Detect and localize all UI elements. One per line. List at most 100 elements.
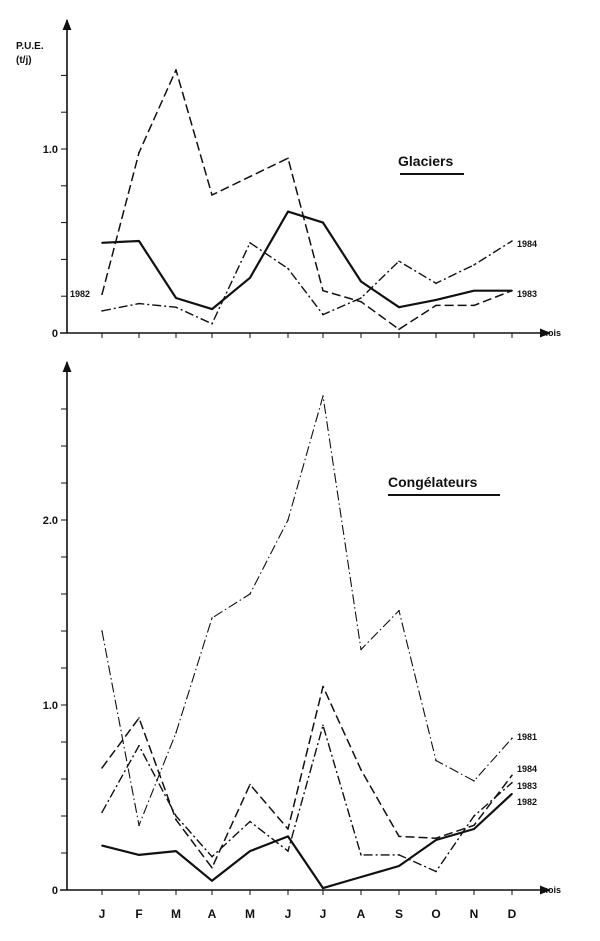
x-tick-label-11: D (508, 907, 517, 921)
bottom-point-1981 (435, 759, 437, 762)
top-series-1982 (101, 69, 513, 331)
bottom-point-1981 (360, 648, 362, 651)
bottom-point-1981 (287, 519, 289, 521)
bottom-point-1984 (322, 685, 324, 688)
top-y-tick-label: 1.0 (43, 144, 58, 156)
top-point-1984 (249, 242, 251, 244)
top-series-1983 (101, 210, 512, 311)
top-point-1983 (322, 221, 324, 224)
top-series-1984 (101, 240, 513, 325)
bottom-point-1982 (398, 865, 400, 867)
top-point-1984 (175, 306, 177, 309)
top-point-1983 (138, 240, 140, 242)
top-point-1982 (211, 194, 213, 196)
bottom-series-label-1982: 1982 (517, 797, 537, 807)
bottom-point-1981 (322, 395, 324, 397)
x-tick-label-5: J (285, 907, 292, 921)
top-point-1984 (322, 313, 324, 316)
bottom-point-1984 (511, 774, 513, 777)
bottom-point-1983 (511, 781, 513, 784)
bottom-point-1982 (101, 844, 103, 847)
bottom-point-1984 (398, 835, 400, 838)
bottom-series-1984 (101, 685, 513, 869)
top-point-1982 (322, 289, 324, 292)
bottom-series-1981 (101, 395, 513, 826)
top-point-1984 (360, 297, 362, 299)
top-point-1984 (287, 267, 289, 270)
bottom-point-1982 (175, 850, 177, 852)
top-series-label-1984: 1984 (517, 239, 537, 249)
bottom-series-1983 (101, 724, 513, 873)
top-point-1983 (287, 210, 289, 213)
bottom-point-1984 (101, 767, 103, 769)
bottom-point-1982 (249, 850, 251, 852)
x-tick-label-8: S (395, 907, 403, 921)
bottom-y-tick-label: 1.0 (43, 700, 58, 712)
x-tick-label-9: O (431, 907, 440, 921)
bottom-point-1983 (287, 850, 289, 852)
bottom-series-1982 (101, 792, 513, 890)
bottom-point-1981 (138, 824, 140, 827)
x-tick-label-6: J (320, 907, 327, 921)
top-point-1984 (511, 240, 513, 242)
bottom-series-label-1984: 1984 (517, 764, 537, 774)
bottom-point-1984 (435, 837, 437, 839)
top-point-1984 (211, 323, 213, 325)
bottom-point-1983 (435, 870, 437, 873)
y-axis-label-line1: P.U.E. (16, 41, 44, 52)
bottom-point-1984 (175, 818, 177, 821)
top-point-1983 (175, 297, 177, 299)
bottom-y-tick-label: 2.0 (43, 515, 58, 527)
bottom-point-1983 (101, 811, 103, 814)
bottom-chart-title: Congélateurs (388, 474, 478, 490)
bottom-point-1984 (138, 717, 140, 719)
bottom-series-label-1983: 1983 (517, 781, 537, 791)
top-point-1983 (398, 306, 400, 309)
top-point-1982 (398, 328, 400, 331)
top-point-1983 (249, 277, 251, 279)
bottom-point-1983 (473, 815, 475, 817)
bottom-point-1984 (287, 828, 289, 830)
bottom-point-1982 (138, 854, 140, 856)
bottom-point-1982 (287, 835, 289, 838)
bottom-point-1982 (322, 887, 324, 889)
top-point-1982 (101, 293, 103, 296)
bottom-point-1981 (175, 731, 177, 734)
top-point-1982 (175, 69, 177, 71)
y-axis-label-line2: (t/j) (16, 55, 32, 66)
bottom-point-1983 (322, 724, 324, 727)
bottom-point-1981 (101, 630, 103, 632)
top-point-1982 (287, 157, 289, 159)
bottom-point-1982 (511, 793, 513, 795)
top-series-label-1982: 1982 (70, 289, 90, 299)
x-tick-label-7: A (357, 907, 366, 921)
top-point-1984 (435, 282, 437, 285)
x-tick-label-1: F (135, 907, 142, 921)
bottom-point-1981 (249, 593, 251, 595)
x-tick-label-3: A (208, 907, 217, 921)
top-point-1982 (138, 151, 140, 154)
bottom-y-tick-label: 0 (52, 885, 58, 897)
bottom-point-1983 (138, 744, 140, 747)
x-tick-label-0: J (99, 907, 106, 921)
top-point-1983 (101, 242, 103, 244)
top-point-1984 (473, 264, 475, 266)
top-point-1982 (360, 300, 362, 303)
bottom-point-1984 (211, 867, 213, 869)
top-point-1983 (511, 289, 513, 292)
bottom-point-1984 (249, 783, 251, 786)
top-point-1982 (473, 304, 475, 307)
bottom-point-1982 (360, 876, 362, 878)
bottom-point-1984 (473, 824, 475, 827)
top-series-label-1983: 1983 (517, 289, 537, 299)
top-point-1983 (211, 308, 213, 310)
top-point-1984 (398, 260, 400, 263)
x-tick-label-2: M (171, 907, 181, 921)
bottom-point-1982 (473, 828, 475, 830)
top-point-1984 (138, 302, 140, 305)
bottom-point-1982 (435, 839, 437, 841)
top-point-1983 (473, 289, 475, 292)
x-tick-label-10: N (470, 907, 479, 921)
x-tick-label-4: M (245, 907, 255, 921)
